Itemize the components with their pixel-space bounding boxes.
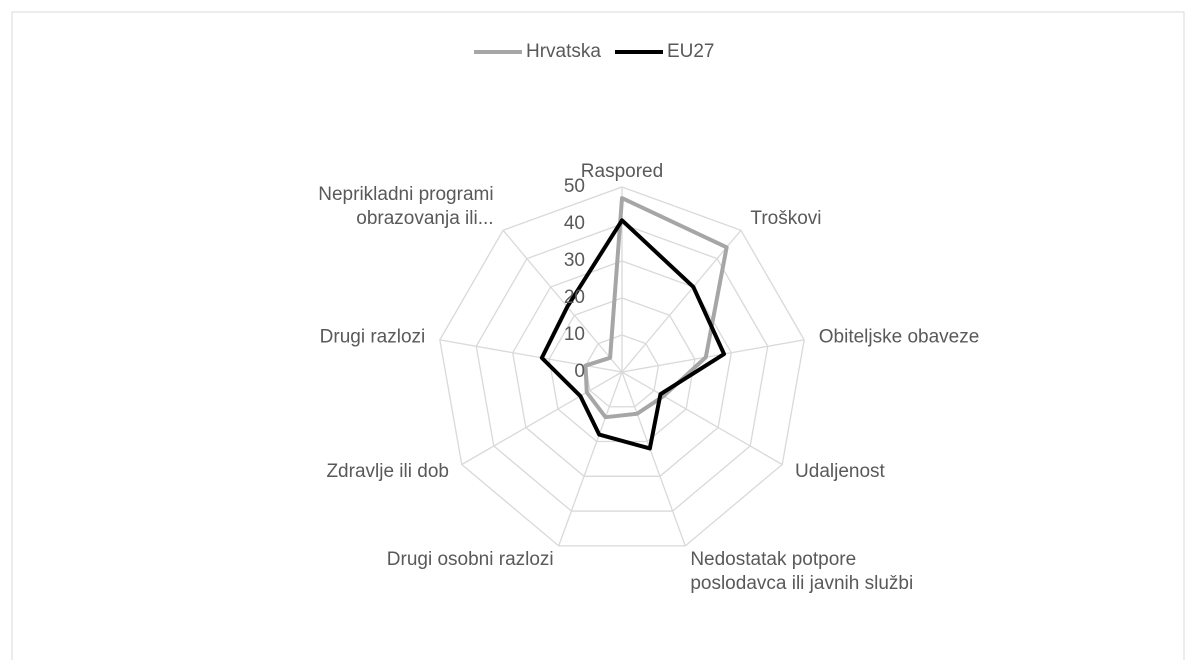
grid-spoke <box>621 229 742 373</box>
grid-spoke <box>621 371 686 547</box>
legend-label: Hrvatska <box>526 41 601 62</box>
grid-spoke <box>621 371 783 466</box>
category-label: Drugi osobni razlozi <box>387 549 554 570</box>
category-line: Raspored <box>581 161 663 182</box>
r-tick-label: 30 <box>564 250 585 271</box>
r-tick-label: 50 <box>564 176 585 197</box>
series-line <box>583 196 729 420</box>
category-label: Obiteljske obaveze <box>819 326 980 347</box>
category-line: Neprikladni programi <box>318 184 493 205</box>
category-label: Drugi razlozi <box>320 326 426 347</box>
r-tick-label: 40 <box>564 213 585 234</box>
legend-label: EU27 <box>667 41 715 62</box>
series-line <box>539 218 727 451</box>
r-tick-label: 0 <box>574 361 585 382</box>
r-tick-label: 20 <box>564 287 585 308</box>
grid-ring <box>439 186 805 547</box>
grid-spoke <box>461 371 623 466</box>
grid-spoke <box>502 229 623 373</box>
category-line: Drugi razlozi <box>320 326 426 347</box>
category-line: Drugi osobni razlozi <box>387 549 554 570</box>
category-line: Zdravlje ili dob <box>326 461 449 482</box>
grid-spoke <box>558 371 623 547</box>
grid-spoke <box>621 339 805 373</box>
category-line: poslodavca ili javnih službi <box>690 573 913 594</box>
category-line: obrazovanja ili... <box>356 208 493 229</box>
category-label: Raspored <box>581 161 663 182</box>
grid-spoke <box>439 339 623 373</box>
category-line: Udaljenost <box>795 461 885 482</box>
category-line: Nedostatak potpore <box>690 549 856 570</box>
category-label: Nedostatak potpore poslodavca ili javnih … <box>690 549 913 594</box>
grid-ring <box>475 223 769 512</box>
category-line: Obiteljske obaveze <box>819 326 980 347</box>
category-label: Neprikladni programi obrazovanja ili... <box>318 184 493 229</box>
category-line: Troškovi <box>750 208 821 229</box>
category-label: Udaljenost <box>795 461 885 482</box>
grid-ring <box>584 334 660 408</box>
category-label: Troškovi <box>750 208 821 229</box>
r-tick-label: 10 <box>564 324 585 345</box>
category-label: Zdravlje ili dob <box>326 461 449 482</box>
chart-border <box>11 11 1185 665</box>
